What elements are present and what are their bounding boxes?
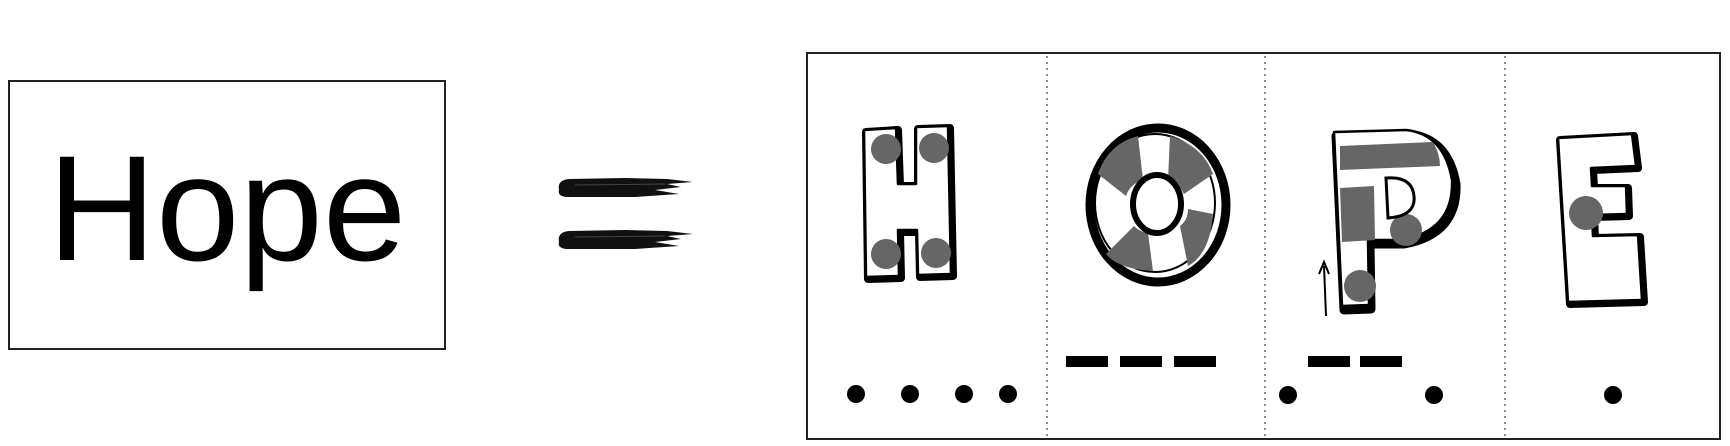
letter-o-icon	[1085, 123, 1231, 287]
morse-code-e	[1604, 386, 1622, 404]
morse-code-o	[1066, 356, 1216, 367]
word-text: Hope	[47, 124, 407, 292]
letter-e-icon	[1556, 132, 1648, 308]
letter-h-icon	[862, 124, 957, 283]
word-box: Hope	[8, 80, 446, 350]
morse-code-h	[847, 385, 1017, 403]
morse-code-p	[1279, 356, 1443, 404]
letter-p-icon	[1318, 128, 1461, 317]
morse-panel-graphic	[847, 56, 1648, 440]
brush-equals-icon	[555, 170, 695, 260]
morse-panel	[806, 52, 1721, 440]
